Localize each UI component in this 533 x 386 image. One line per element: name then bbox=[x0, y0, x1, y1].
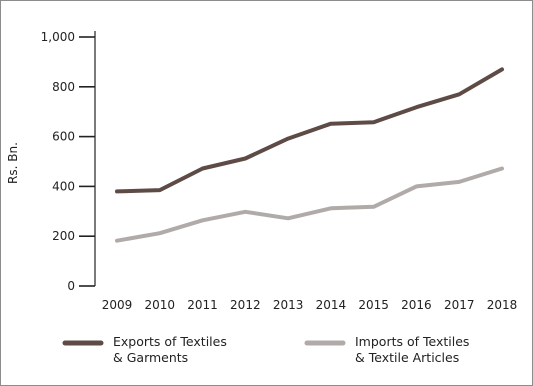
y-tick-label: 800 bbox=[52, 80, 75, 94]
y-tick-label: 200 bbox=[52, 229, 75, 243]
x-tick-label: 2018 bbox=[487, 298, 518, 312]
y-tick-label: 400 bbox=[52, 179, 75, 193]
y-tick-label: 1,000 bbox=[41, 30, 75, 44]
x-tick-label: 2010 bbox=[145, 298, 176, 312]
x-tick-label: 2017 bbox=[444, 298, 475, 312]
x-tick-label: 2012 bbox=[230, 298, 261, 312]
legend-label-2: Imports of Textiles bbox=[355, 334, 469, 349]
y-tick-label: 0 bbox=[67, 279, 75, 293]
series-line-1 bbox=[115, 67, 504, 194]
legend-label-2: & Textile Articles bbox=[355, 350, 459, 365]
legend-label-1: & Garments bbox=[113, 350, 188, 365]
y-tick-label: 600 bbox=[52, 130, 75, 144]
x-tick-label: 2011 bbox=[187, 298, 218, 312]
x-tick-label: 2013 bbox=[273, 298, 304, 312]
x-tick-label: 2015 bbox=[358, 298, 389, 312]
y-axis-label: Rs. Bn. bbox=[6, 142, 20, 184]
series-line-2 bbox=[115, 166, 504, 243]
legend-label-1: Exports of Textiles bbox=[113, 334, 227, 349]
x-tick-label: 2014 bbox=[316, 298, 347, 312]
x-tick-label: 2016 bbox=[401, 298, 432, 312]
x-tick-label: 2009 bbox=[102, 298, 133, 312]
